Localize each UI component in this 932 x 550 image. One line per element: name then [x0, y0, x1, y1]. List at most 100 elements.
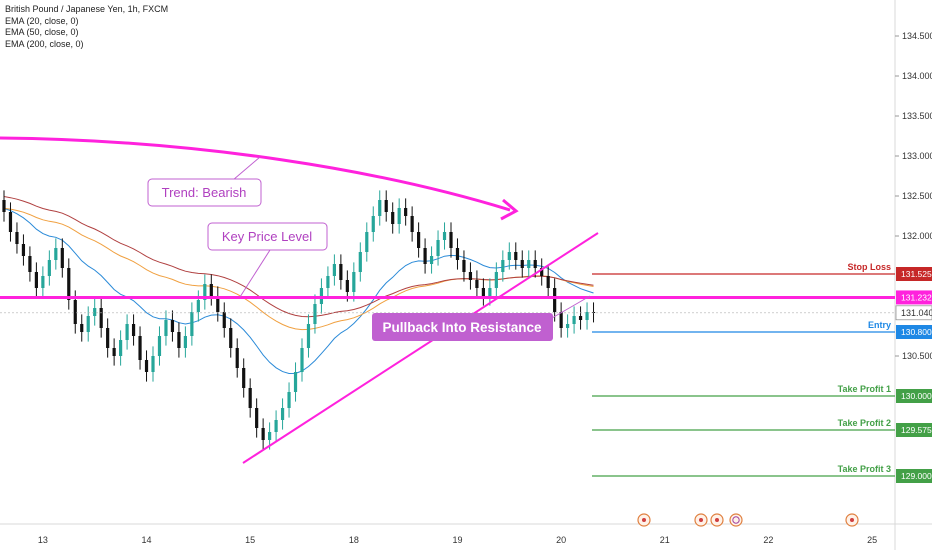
current-price-label: 131.040: [901, 308, 932, 318]
candle: [572, 316, 576, 324]
candle: [514, 252, 518, 260]
candle: [144, 360, 149, 372]
support-trendline: [242, 232, 599, 464]
candle: [60, 248, 64, 268]
candle: [255, 408, 259, 428]
candle: [533, 260, 537, 268]
price-tag-label: 129.000: [901, 471, 932, 481]
x-tick-label: 20: [556, 535, 566, 545]
candle: [365, 232, 369, 252]
y-tick-label: 132.000: [902, 231, 932, 241]
candle: [553, 288, 557, 312]
candle: [242, 368, 246, 388]
price-tag: [896, 469, 932, 483]
candle: [501, 260, 505, 272]
event-icon-dot: [850, 518, 854, 522]
trend-callout-pointer: [232, 156, 261, 181]
candle: [462, 260, 466, 272]
candle: [157, 336, 162, 356]
y-tick-label: 134.000: [902, 71, 932, 81]
globe-icon: [732, 516, 740, 524]
trend-callout-label: Trend: Bearish: [162, 185, 247, 200]
candle: [468, 272, 473, 280]
x-tick-label: 14: [142, 535, 152, 545]
candle: [345, 280, 349, 292]
candle: [559, 312, 563, 328]
price-tag: [896, 267, 932, 281]
candle: [546, 276, 550, 288]
pullback-label: Pullback Into Resistance: [382, 320, 542, 335]
candle: [520, 260, 524, 268]
candles: [2, 190, 596, 450]
trend-arc: [0, 136, 511, 212]
candle: [21, 244, 26, 256]
candle: [313, 304, 317, 324]
candle: [371, 216, 375, 232]
event-icon-dot: [699, 518, 703, 522]
pullback-pointer: [551, 295, 591, 319]
candle: [391, 212, 395, 224]
price-tag-label: 129.575: [901, 425, 932, 435]
candle: [397, 208, 401, 224]
candle: [404, 208, 408, 216]
level-label: Take Profit 2: [838, 418, 891, 428]
annotations: Trend: Bearish Key Price Level Pullback …: [0, 136, 599, 464]
x-tick-label: 19: [452, 535, 462, 545]
level-label: Entry: [868, 320, 891, 330]
price-tag: [896, 423, 932, 437]
candle: [190, 312, 194, 336]
event-icon-dot: [642, 518, 646, 522]
candle: [28, 256, 32, 272]
y-tick-label: 133.000: [902, 151, 932, 161]
chart-legend: British Pound / Japanese Yen, 1h, FXCM E…: [5, 4, 168, 50]
candle: [423, 248, 427, 264]
key-level-label: Key Price Level: [222, 229, 312, 244]
candle: [585, 312, 589, 320]
candle: [80, 324, 84, 332]
key-level-box: [207, 222, 328, 251]
candle: [410, 216, 414, 232]
level-label: Take Profit 1: [838, 384, 891, 394]
candle: [138, 336, 142, 360]
candle: [326, 276, 330, 288]
candle: [566, 324, 570, 328]
candle: [429, 256, 434, 264]
price-tag-label: 130.000: [901, 391, 932, 401]
legend-ema200: EMA (200, close, 0): [5, 38, 84, 49]
event-icons: [637, 513, 859, 527]
candle: [8, 212, 13, 232]
candle: [106, 328, 110, 348]
legend-title: British Pound / Japanese Yen, 1h, FXCM: [5, 4, 169, 14]
price-tag: [896, 325, 932, 339]
candle: [442, 232, 447, 240]
x-tick-label: 22: [763, 535, 773, 545]
x-tick-label: 21: [660, 535, 670, 545]
candle: [287, 392, 291, 408]
candle: [93, 308, 97, 316]
candle: [280, 408, 285, 420]
candle: [54, 248, 58, 260]
candle: [151, 356, 155, 372]
candle: [125, 324, 129, 340]
event-icon-dot: [715, 518, 719, 522]
candle: [306, 324, 311, 348]
candle: [203, 284, 207, 300]
candle: [332, 264, 336, 276]
x-tick-label: 15: [245, 535, 255, 545]
candle: [417, 232, 421, 248]
candle: [99, 308, 103, 328]
candle: [164, 320, 168, 336]
x-tick-label: 18: [349, 535, 359, 545]
legend-ema50: EMA (50, close, 0): [5, 27, 79, 37]
price-tag-label: 131.525: [901, 269, 932, 279]
candle: [261, 428, 265, 440]
candle: [248, 388, 252, 408]
price-tag: [896, 290, 932, 305]
globe-event-icon[interactable]: [729, 513, 743, 527]
candle: [2, 200, 6, 212]
candle: [15, 232, 19, 244]
candle: [47, 260, 51, 276]
candle: [293, 372, 298, 392]
candle: [112, 348, 116, 356]
